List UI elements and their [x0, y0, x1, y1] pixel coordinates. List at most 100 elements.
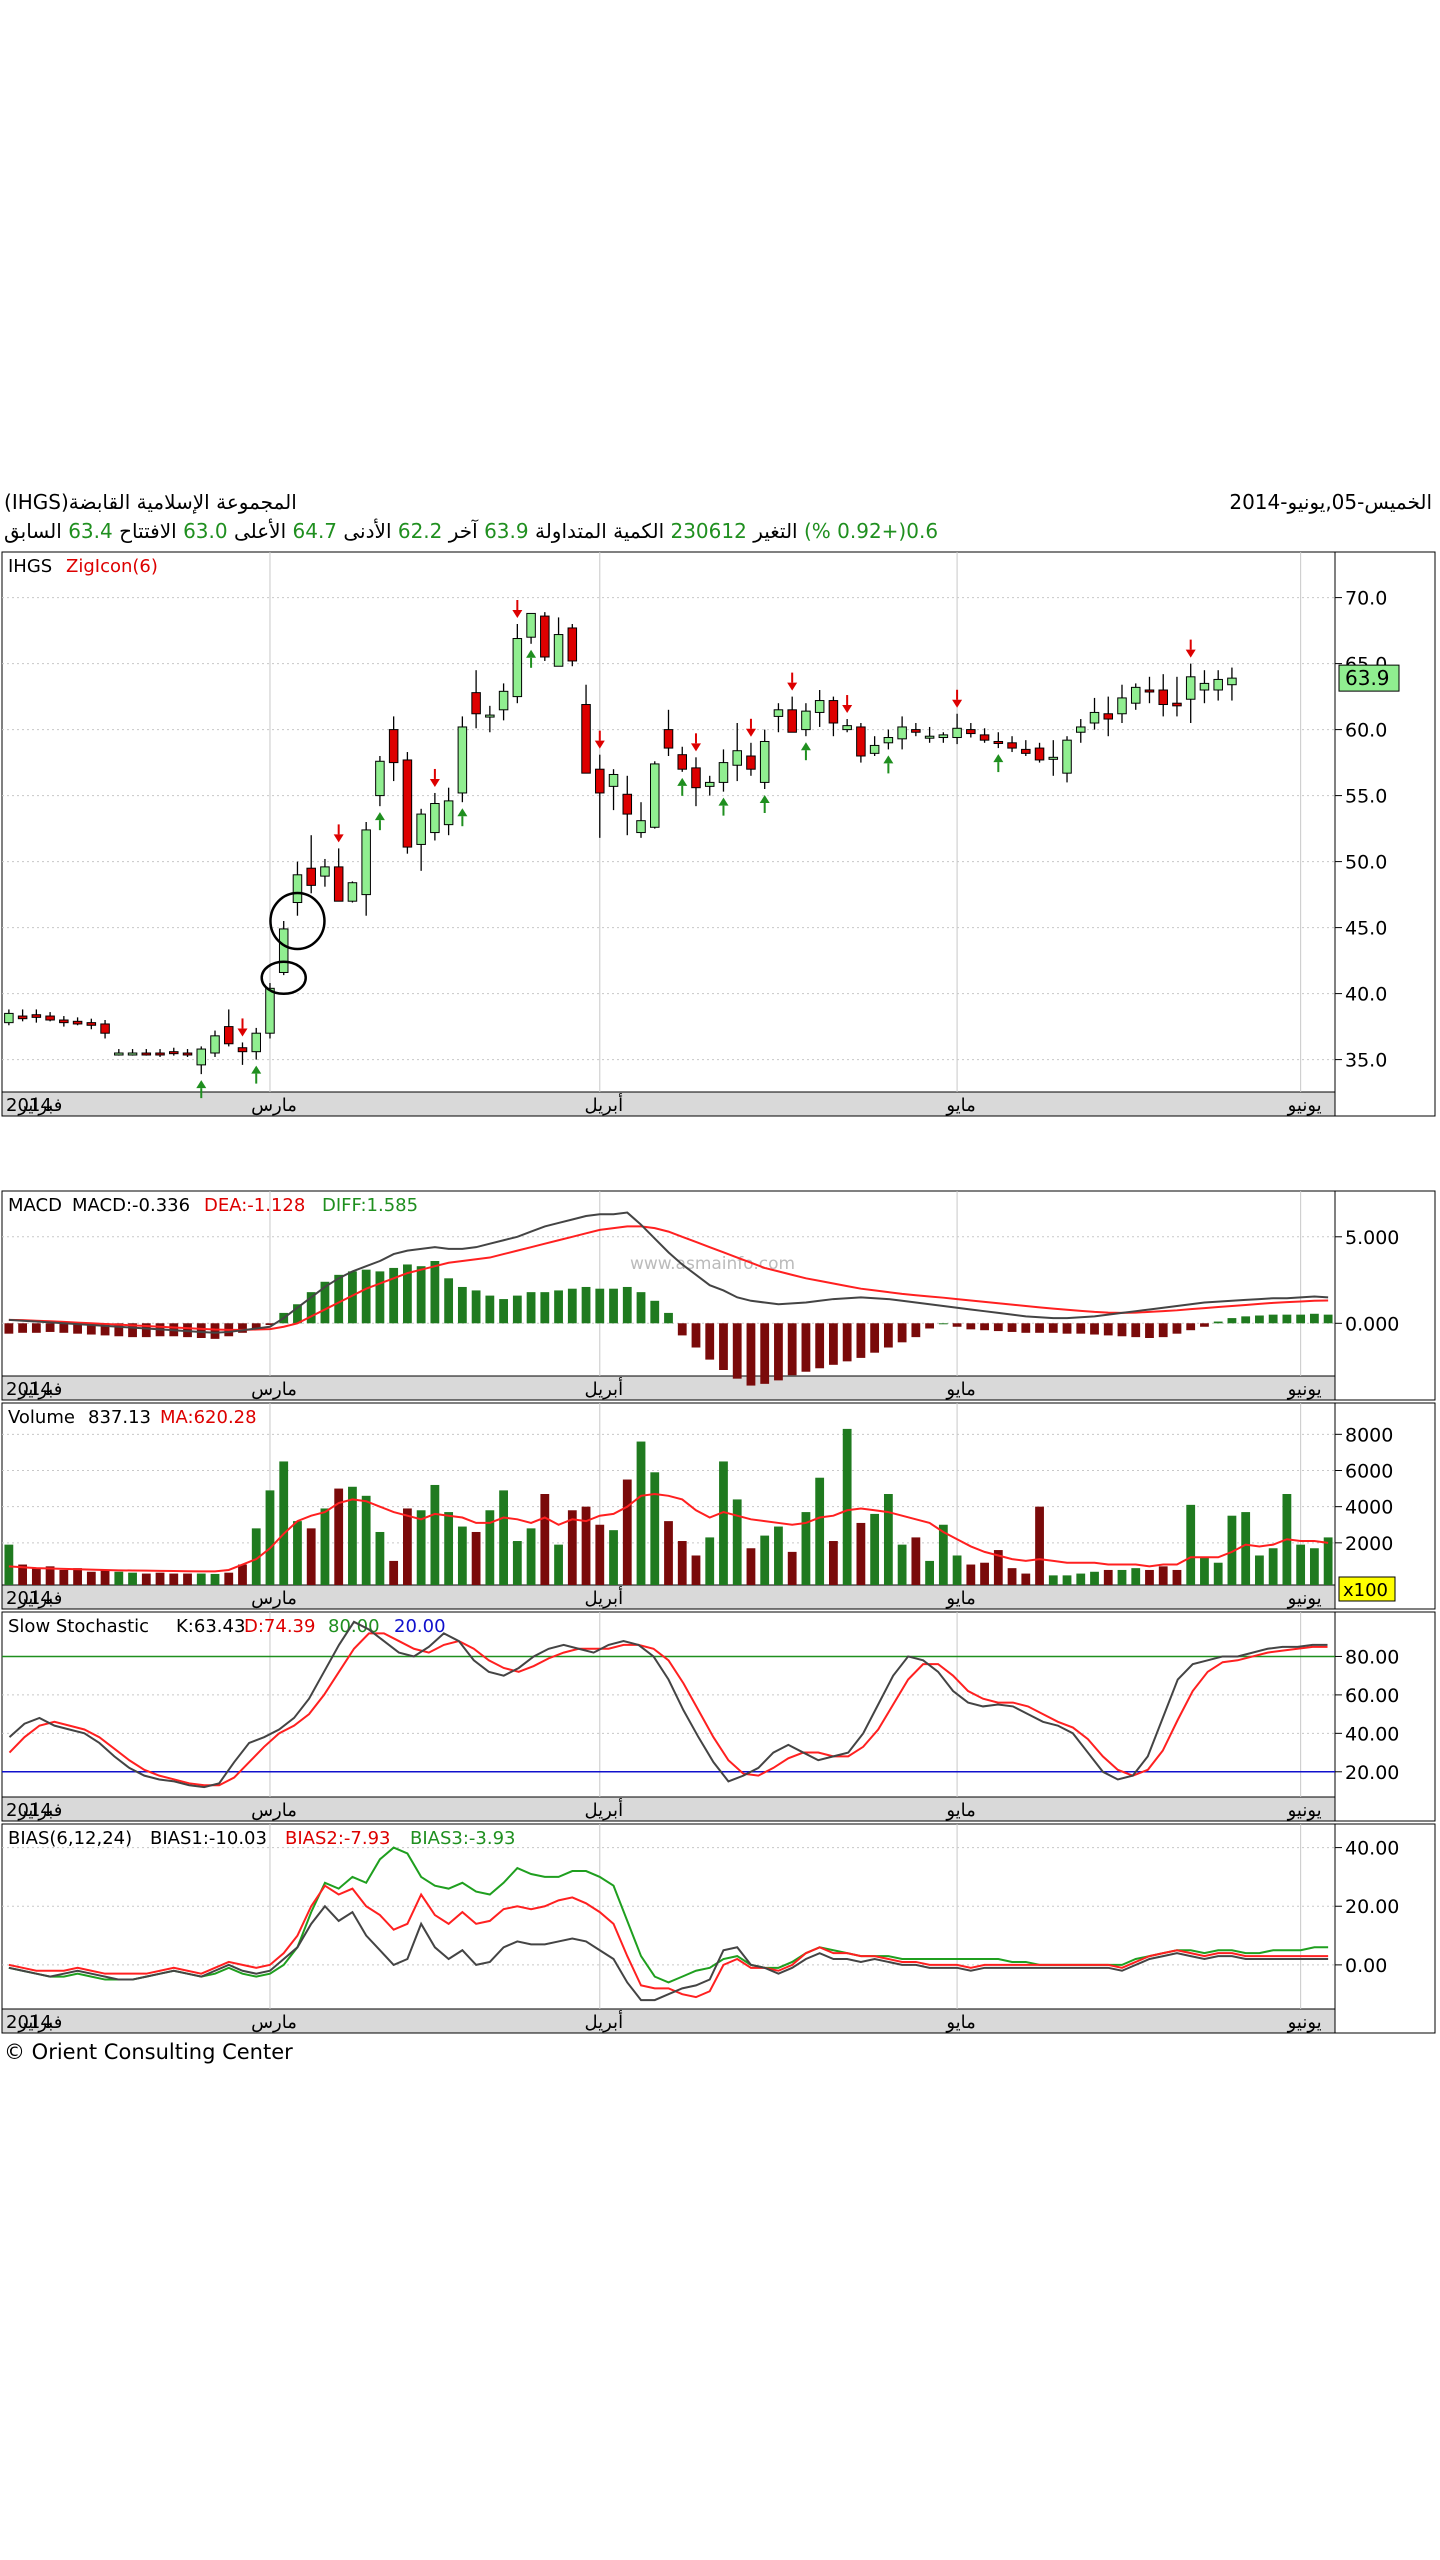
volume-ma-value: MA:620.28 [160, 1407, 257, 1428]
volume-bar [306, 1528, 316, 1585]
candle-body [869, 744, 880, 754]
panel-1-xaxis [1, 1375, 1336, 1401]
macd-histogram-bar [705, 1323, 715, 1360]
macd-histogram-bar [622, 1286, 632, 1324]
footer-copyright: © Orient Consulting Center [4, 2040, 293, 2064]
volume-bar [4, 1544, 14, 1585]
volume-bar [815, 1477, 825, 1585]
volume-bar [760, 1535, 770, 1585]
candle-body [416, 813, 426, 845]
candle-body [59, 1019, 69, 1024]
macd-histogram-bar [141, 1323, 151, 1338]
month-label: مارس [251, 2012, 297, 2033]
dea-line [8, 1225, 1329, 1331]
volume-bar [1268, 1548, 1278, 1585]
year-label: 2014 [6, 1588, 52, 1609]
zigzag-low-marker [759, 795, 770, 803]
panel-2-xaxis [1, 1584, 1336, 1610]
candle-body [127, 1052, 138, 1056]
volume-bar [801, 1512, 811, 1585]
volume-bar [18, 1564, 28, 1585]
bias1-value: BIAS1:-10.03 [150, 1828, 267, 1849]
volume-bar [1158, 1566, 1168, 1585]
candle-body [402, 759, 413, 848]
y-tick-label: 4000 [1345, 1497, 1393, 1519]
volume-bar [883, 1494, 893, 1585]
macd-histogram-bar [1158, 1323, 1168, 1338]
macd-histogram-bar [650, 1300, 660, 1324]
quote-high-label: الأعلى [233, 519, 287, 543]
macd-histogram-bar [883, 1323, 893, 1348]
zigzag-low-marker [374, 812, 385, 821]
volume-ma-line [8, 1492, 1329, 1573]
month-label: فبراير [17, 1379, 62, 1400]
macd-histogram-bar [842, 1323, 852, 1362]
macd-histogram-bar [554, 1290, 563, 1324]
macd-histogram-bar [801, 1323, 811, 1372]
panel-4-frame [1, 1823, 1336, 2010]
macd-histogram-bar [128, 1323, 137, 1338]
volume-bar [1035, 1506, 1044, 1585]
macd-histogram-bar [952, 1323, 962, 1327]
quote-open-value: 63.4 [68, 519, 113, 543]
volume-bar [485, 1510, 495, 1585]
last-price-label: 63.9 [1345, 666, 1390, 690]
stoch-upper-level: 80.00 [328, 1616, 380, 1637]
volume-bar [526, 1528, 536, 1585]
candle-body [86, 1022, 97, 1026]
watermark: www.asmainfo.com [630, 1254, 795, 1274]
volume-bar [45, 1566, 55, 1585]
volume-bar [416, 1510, 426, 1585]
stoch-k-value: K:63.43 [176, 1616, 245, 1637]
macd-histogram-bar [911, 1323, 921, 1338]
volume-bar [554, 1544, 563, 1585]
volume-bar [595, 1524, 605, 1585]
zigzag-low-marker [993, 754, 1004, 763]
month-label: مايو [945, 2012, 975, 2033]
zigzag-high-marker [333, 834, 344, 843]
zigzag-high-marker [952, 699, 963, 708]
y-tick-label: 5.000 [1345, 1227, 1399, 1249]
volume-bar [1090, 1571, 1099, 1585]
zigzag-low-marker [800, 742, 811, 751]
zigzag-low-marker [526, 649, 537, 658]
bias2-line [8, 1884, 1329, 1999]
y-tick-label: 8000 [1345, 1424, 1393, 1446]
candle-body [540, 615, 550, 658]
volume-bar [169, 1573, 179, 1585]
macd-histogram-bar [1090, 1323, 1099, 1335]
volume-bar [114, 1571, 124, 1585]
volume-bar [128, 1572, 137, 1585]
candle-body [911, 729, 921, 733]
macd-histogram-bar [485, 1295, 495, 1324]
quote-low-label: الأدنى [343, 519, 392, 543]
candle-body [732, 750, 742, 766]
macd-histogram-bar [306, 1292, 316, 1324]
multiplier-tag [1338, 1576, 1396, 1602]
macd-histogram-bar [457, 1286, 467, 1324]
macd-histogram-bar [251, 1323, 261, 1329]
candle-body [993, 740, 1004, 744]
quote-change-pct: 0.6(+0.92 %) [803, 519, 939, 543]
candle-body [333, 866, 344, 902]
panel-3-yaxis [1334, 1611, 1436, 1822]
macd-title: MACD [8, 1195, 62, 1216]
volume-bar [993, 1550, 1003, 1585]
volume-bar [100, 1569, 110, 1585]
month-label: مارس [251, 1800, 297, 1821]
month-label: مايو [945, 1800, 975, 1821]
price-indicator-label: ZigIcon(6) [66, 556, 158, 577]
volume-bar [911, 1537, 921, 1585]
volume-bar [952, 1555, 962, 1585]
chart-date: الخميس-05,يونيو-2014 [1229, 490, 1432, 514]
bias3-value: BIAS3:-3.93 [410, 1828, 516, 1849]
quote-change-value: 230612 [670, 519, 747, 543]
volume-bar [870, 1513, 880, 1585]
volume-bar [31, 1568, 41, 1585]
candle-body [842, 725, 852, 731]
candle-body [375, 760, 385, 797]
macd-histogram-bar [938, 1323, 948, 1325]
volume-bar [1062, 1575, 1072, 1585]
candle-body [966, 729, 976, 735]
macd-histogram-bar [1282, 1314, 1292, 1324]
